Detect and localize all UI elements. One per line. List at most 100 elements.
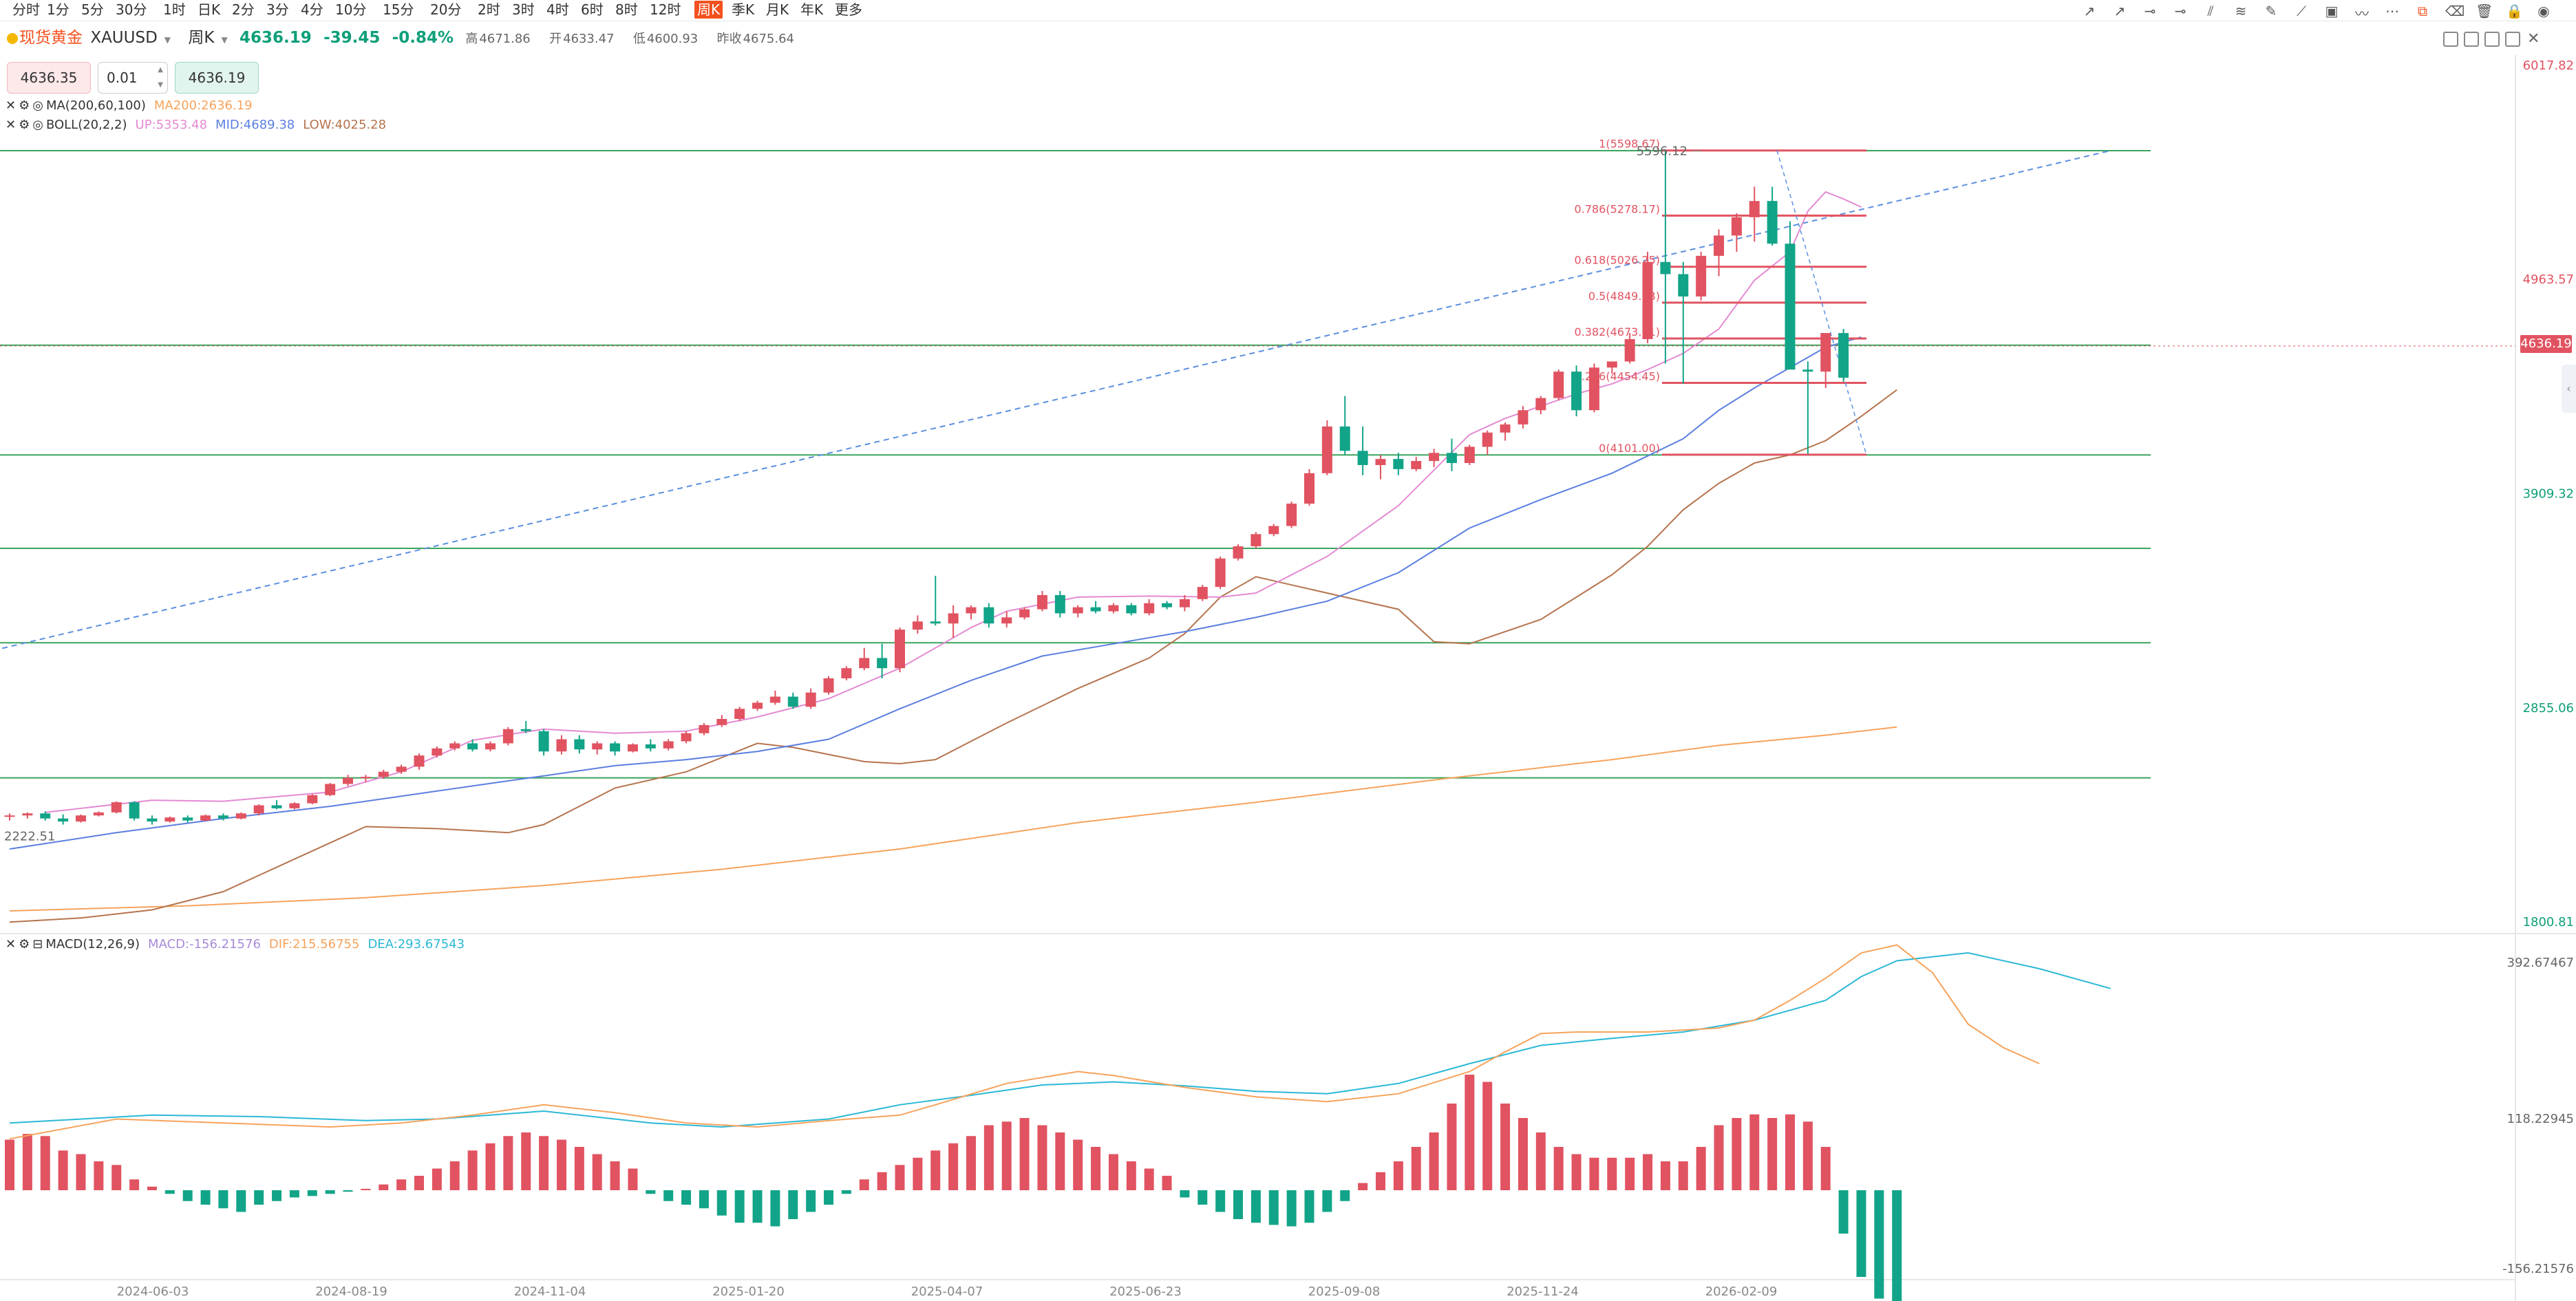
eye-icon[interactable]: ◎ (32, 98, 43, 113)
candle-body (948, 613, 959, 624)
macd-histogram-bar (610, 1161, 620, 1190)
timeframe-0[interactable]: 分时 (12, 1, 40, 18)
macd-histogram-bar (1838, 1190, 1849, 1234)
candle-body (592, 743, 603, 750)
close-icon[interactable]: ✕ (6, 98, 17, 113)
symbol-code[interactable]: XAUUSD (90, 29, 158, 47)
close-chart-icon[interactable]: ✕ (2527, 30, 2540, 47)
timeframe-12[interactable]: 2时 (478, 1, 500, 18)
timeframe-9[interactable]: 10分 (335, 1, 367, 18)
macd-histogram-bar (22, 1134, 32, 1190)
fib-level-label: 0.236(4454.45) (1575, 370, 1660, 383)
macd-histogram-bar (1643, 1154, 1653, 1190)
macd-histogram-bar (379, 1184, 389, 1190)
macd-histogram-bar (432, 1168, 442, 1190)
delete-icon[interactable]: 🗑 (2476, 3, 2493, 19)
timeframe-19[interactable]: 季K (732, 1, 755, 18)
timeframe-3[interactable]: 30分 (116, 1, 147, 18)
image-icon[interactable]: ▣ (2325, 3, 2339, 19)
timeframe-14[interactable]: 4时 (546, 1, 569, 18)
sell-button[interactable]: 4636.35 (7, 62, 91, 94)
symbol-dropdown-icon[interactable]: ▼ (164, 35, 171, 45)
timeframe-11[interactable]: 20分 (430, 1, 462, 18)
macd-histogram-bar (628, 1168, 638, 1190)
timeframe-1[interactable]: 1分 (47, 1, 70, 18)
macd-histogram-bar (663, 1190, 674, 1201)
candle-body (520, 729, 531, 731)
horizontal-line-icon[interactable]: ⊸ (2144, 3, 2156, 19)
horizontal-ray-icon[interactable]: ⊸ (2174, 3, 2186, 19)
lock-icon[interactable]: 🔒 (2506, 3, 2523, 19)
macd-histogram-bar (343, 1190, 353, 1192)
trend-line-icon[interactable]: ↗ (2083, 3, 2096, 19)
low-label: 低 4600.93 (632, 32, 699, 46)
add-indicator-icon[interactable] (2443, 32, 2458, 47)
fib-retracement-icon[interactable]: ≋ (2235, 3, 2247, 19)
macd-histogram-bar (1856, 1190, 1866, 1277)
candle-body (769, 696, 780, 703)
macd-histogram-bar (895, 1165, 905, 1190)
compare-icon[interactable] (2464, 32, 2479, 47)
candle-body (1446, 453, 1457, 464)
timeframe-20[interactable]: 月K (766, 1, 789, 18)
period-dropdown-icon[interactable]: ▼ (221, 35, 228, 45)
timeframe-21[interactable]: 年K (800, 1, 824, 18)
pattern-icon[interactable]: ⟋ (2297, 3, 2306, 19)
more-icon[interactable]: ⋯ (2385, 3, 2399, 19)
macd-histogram-bar (1678, 1161, 1688, 1190)
timeframe-4[interactable]: 1时 (163, 1, 186, 18)
timeframe-7[interactable]: 3分 (266, 1, 289, 18)
candle-body (1250, 534, 1262, 547)
collapse-icon[interactable]: ⊟ (32, 937, 43, 951)
timeframe-16[interactable]: 8时 (615, 1, 638, 18)
eye-icon[interactable]: ◎ (32, 118, 43, 132)
brush-icon[interactable]: ✎ (2265, 3, 2277, 19)
settings-icon[interactable]: ⚙ (19, 118, 30, 132)
candle-body (1820, 333, 1831, 372)
macd-histogram-bar (467, 1150, 478, 1190)
settings-icon[interactable]: ⚙ (19, 937, 30, 951)
timeframe-22[interactable]: 更多 (835, 1, 862, 18)
timeframe-10[interactable]: 15分 (383, 1, 414, 18)
macd-histogram-bar (1233, 1190, 1244, 1219)
side-panel-toggle[interactable]: ‹ (2562, 365, 2576, 413)
macd-histogram-bar (539, 1136, 549, 1190)
timeframe-13[interactable]: 3时 (512, 1, 535, 18)
close-icon[interactable]: ✕ (6, 937, 17, 951)
candle-body (485, 743, 496, 750)
parallel-channel-icon[interactable]: ⫽ (2207, 3, 2214, 19)
timeframe-2[interactable]: 5分 (81, 1, 104, 18)
quantity-stepper-icon[interactable]: ▲ ▼ (158, 66, 163, 89)
timeframe-17[interactable]: 12时 (650, 1, 681, 18)
candle-body (307, 795, 318, 804)
ray-icon[interactable]: ↗ (2114, 3, 2126, 19)
visibility-icon[interactable]: ◉ (2537, 3, 2550, 19)
timeframe-15[interactable]: 6时 (581, 1, 604, 18)
macd-histogram-bar (200, 1190, 211, 1205)
close-icon[interactable]: ✕ (6, 118, 17, 132)
timeframe-6[interactable]: 2分 (232, 1, 255, 18)
timeframe-18[interactable]: 周K (694, 1, 723, 19)
quantity-input[interactable]: 0.01 ▲ ▼ (98, 62, 168, 94)
time-axis-tick: 2025-06-23 (1109, 1284, 1182, 1299)
macd-histogram-bar (307, 1190, 317, 1196)
layout-icon[interactable] (2484, 32, 2500, 47)
candle-body (1357, 451, 1368, 465)
macd-histogram-bar (913, 1157, 923, 1190)
candle-body (396, 766, 407, 772)
period-label[interactable]: 周K (188, 29, 215, 47)
symbol-cn-name[interactable]: 现货黄金 (19, 29, 83, 47)
time-axis-tick: 2025-04-07 (911, 1284, 983, 1299)
line-chart-icon[interactable]: 〰 (2355, 6, 2369, 22)
buy-button[interactable]: 4636.19 (175, 62, 259, 94)
fullscreen-icon[interactable] (2505, 32, 2520, 47)
candle-body (1090, 607, 1101, 612)
settings-icon[interactable]: ⚙ (19, 98, 30, 113)
timeframe-8[interactable]: 4分 (301, 1, 323, 18)
eraser-icon[interactable]: ⌫ (2445, 3, 2465, 19)
screenshot-icon[interactable]: ⧉ (2417, 3, 2428, 19)
boll-lower-line (9, 389, 1897, 923)
timeframe-5[interactable]: 日K (198, 1, 221, 18)
macd-histogram-bar (1268, 1190, 1279, 1225)
